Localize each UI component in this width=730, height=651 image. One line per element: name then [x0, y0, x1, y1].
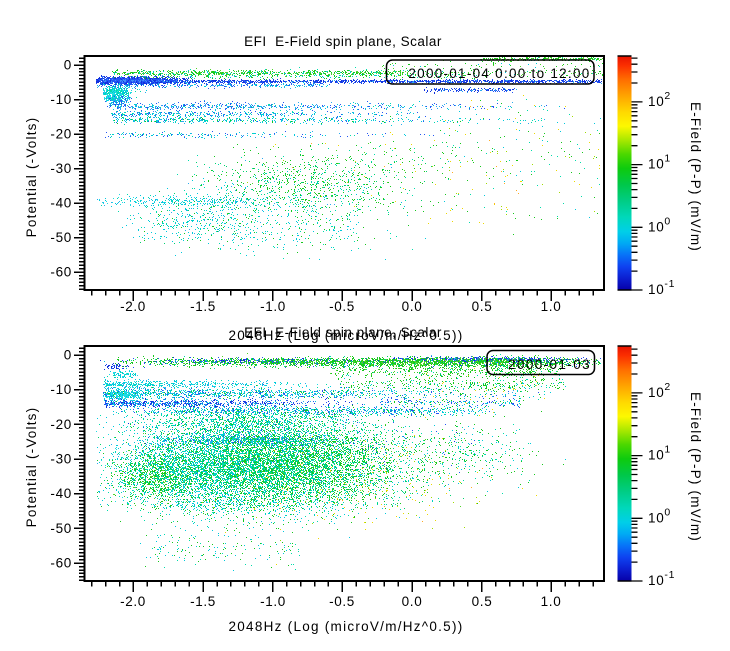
svg-text:-1.0: -1.0	[260, 299, 286, 314]
svg-text:2000-01-03: 2000-01-03	[508, 357, 591, 372]
svg-text:1.0: 1.0	[541, 299, 562, 314]
svg-text:10-1: 10-1	[648, 278, 675, 297]
svg-text:1.0: 1.0	[541, 594, 562, 609]
svg-text:0.0: 0.0	[402, 299, 423, 314]
svg-text:EFI E-Field spin plane, Scala: EFI E-Field spin plane, Scalar	[244, 325, 442, 340]
svg-text:101: 101	[648, 444, 671, 463]
svg-text:2000-01-04 0:00 to 12:00: 2000-01-04 0:00 to 12:00	[408, 66, 590, 81]
svg-text:-20: -20	[50, 127, 72, 142]
svg-text:-60: -60	[50, 265, 72, 280]
svg-text:-2.0: -2.0	[120, 299, 146, 314]
svg-text:0.0: 0.0	[402, 594, 423, 609]
svg-text:E-Field (P-P) (mV/m): E-Field (P-P) (mV/m)	[688, 102, 703, 252]
svg-text:-0.5: -0.5	[329, 299, 355, 314]
svg-text:2048Hz (Log (microV/m/Hz^0.5)): 2048Hz (Log (microV/m/Hz^0.5))	[229, 619, 464, 634]
svg-text:2048Hz (Log (microV/m/Hz^0.5)): 2048Hz (Log (microV/m/Hz^0.5))	[229, 328, 464, 343]
svg-text:0: 0	[64, 348, 72, 363]
svg-text:-60: -60	[50, 556, 72, 571]
svg-text:10-1: 10-1	[648, 569, 675, 588]
svg-text:-10: -10	[50, 92, 72, 107]
svg-text:-10: -10	[50, 382, 72, 397]
svg-text:0.5: 0.5	[472, 299, 493, 314]
svg-text:-1.0: -1.0	[260, 594, 286, 609]
svg-text:Potential (-Volts): Potential (-Volts)	[24, 117, 39, 238]
svg-text:-50: -50	[50, 230, 72, 245]
svg-text:-30: -30	[50, 452, 72, 467]
svg-text:102: 102	[648, 90, 671, 109]
svg-text:-40: -40	[50, 196, 72, 211]
svg-text:EFI E-Field spin plane, Scala: EFI E-Field spin plane, Scalar	[244, 34, 442, 49]
svg-text:0.5: 0.5	[472, 594, 493, 609]
svg-text:-40: -40	[50, 486, 72, 501]
svg-text:E-Field (P-P) (mV/m): E-Field (P-P) (mV/m)	[688, 392, 703, 542]
svg-text:-30: -30	[50, 161, 72, 176]
svg-text:-20: -20	[50, 417, 72, 432]
svg-text:Potential (-Volts): Potential (-Volts)	[24, 407, 39, 528]
svg-text:100: 100	[648, 215, 671, 234]
svg-text:0: 0	[64, 58, 72, 73]
svg-text:101: 101	[648, 153, 671, 172]
svg-text:-0.5: -0.5	[329, 594, 355, 609]
svg-text:-2.0: -2.0	[120, 594, 146, 609]
svg-text:-50: -50	[50, 521, 72, 536]
svg-text:-1.5: -1.5	[190, 594, 216, 609]
svg-text:100: 100	[648, 506, 671, 525]
svg-text:-1.5: -1.5	[190, 299, 216, 314]
svg-text:102: 102	[648, 381, 671, 400]
